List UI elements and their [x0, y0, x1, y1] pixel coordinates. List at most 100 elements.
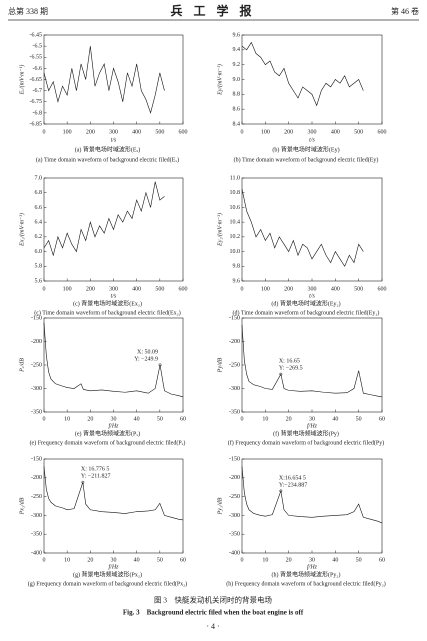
page-number: · 4 · [206, 622, 219, 631]
y-tick-label: 5.8 [35, 264, 43, 270]
y-tick-label: 11.0 [230, 175, 240, 181]
x-tick-label: 600 [179, 286, 188, 292]
x-tick-label: 200 [284, 129, 293, 135]
subfigure-caption-en: (g) Frequency domain waveform of backgro… [28, 580, 188, 587]
x-tick-label: 500 [354, 286, 363, 292]
x-tick-label: 200 [86, 129, 95, 135]
x-axis-label: f/Hz [307, 563, 318, 570]
subfigure-caption-en: (a) Time domain waveform of background e… [36, 156, 179, 163]
y-tick-label: -150 [229, 315, 240, 321]
y-axis-label: Py/dB [217, 357, 223, 373]
subfigure-caption: (h) 背景电场频域波形(Py₂) [272, 570, 341, 578]
x-tick-label: 30 [309, 416, 315, 422]
y-tick-label: -250 [229, 362, 240, 368]
y-tick-label: -250 [31, 362, 42, 368]
annotation-x: X:16.654 5 [279, 475, 306, 481]
y-axis-label: Ex₂/(mV·m⁻¹) [18, 213, 25, 247]
data-line [43, 466, 184, 521]
y-tick-label: -6.8 [33, 110, 43, 116]
y-tick-label: -350 [229, 409, 240, 415]
y-tick-label: 10.4 [230, 220, 241, 226]
y-tick-label: -250 [229, 494, 240, 500]
header-right: 第 46 卷 [391, 6, 419, 16]
annotation-y: Y:−234.887 [279, 482, 307, 488]
x-tick-label: 100 [63, 129, 72, 135]
data-line [241, 466, 383, 524]
y-tick-label: -400 [229, 550, 240, 556]
x-tick-label: 30 [111, 416, 117, 422]
x-tick-label: 0 [43, 557, 46, 563]
x-tick-label: 0 [241, 286, 244, 292]
subfigure-caption-en: (f) Frequency domain waveform of backgro… [228, 439, 384, 446]
x-tick-label: 0 [43, 416, 46, 422]
y-tick-label: 8.4 [233, 121, 241, 127]
x-tick-label: 20 [286, 557, 292, 563]
annotation-y: Y: −269.5 [279, 366, 303, 372]
y-tick-label: -6.55 [30, 55, 43, 61]
x-tick-label: 60 [379, 416, 385, 422]
x-axis-label: t/s [309, 137, 315, 143]
x-tick-label: 40 [134, 416, 140, 422]
x-tick-label: 200 [284, 286, 293, 292]
annotation-point [279, 372, 283, 376]
x-tick-label: 400 [132, 286, 141, 292]
x-tick-label: 100 [261, 286, 270, 292]
annotation-point [81, 480, 85, 484]
subfigure-caption: (b) 背景电场时域波形(Ey) [272, 145, 339, 153]
x-tick-label: 0 [241, 557, 244, 563]
y-tick-label: 6.8 [35, 190, 43, 196]
x-tick-label: 20 [286, 416, 292, 422]
y-tick-label: 10.8 [230, 190, 241, 196]
y-tick-label: -6.75 [30, 99, 43, 105]
x-tick-label: 0 [43, 129, 46, 135]
annotation-x: X: 16.65 [279, 359, 300, 365]
y-tick-label: -300 [229, 386, 240, 392]
x-tick-label: 400 [331, 286, 340, 292]
x-tick-label: 20 [87, 557, 93, 563]
x-tick-label: 400 [331, 129, 340, 135]
subfigure-caption: (c) 背景电场时域波形(Ex₂) [73, 299, 142, 307]
data-line [43, 181, 165, 257]
y-tick-label: -6.5 [33, 44, 43, 50]
y-axis-label: Px₂/dB [19, 497, 25, 515]
x-tick-label: 10 [64, 416, 70, 422]
y-tick-label: -6.45 [30, 32, 43, 38]
x-tick-label: 100 [63, 286, 72, 292]
y-tick-label: 8.8 [233, 92, 241, 98]
x-tick-label: 50 [157, 416, 163, 422]
y-tick-label: -150 [31, 315, 42, 321]
x-axis-label: t/s [111, 137, 117, 143]
y-tick-label: -200 [31, 339, 42, 345]
journal-title: 兵 工 学 报 [170, 3, 255, 18]
x-tick-label: 100 [261, 129, 270, 135]
y-tick-label: -200 [229, 339, 240, 345]
annotation-point [158, 363, 162, 367]
x-tick-label: 300 [109, 286, 118, 292]
y-axis-label: Py₂/dB [217, 497, 223, 515]
x-tick-label: 30 [111, 557, 117, 563]
annotation-x: X: 16.776 5 [81, 467, 110, 473]
x-axis-label: f/Hz [307, 422, 318, 429]
x-tick-label: 50 [356, 557, 362, 563]
x-tick-label: 500 [155, 286, 164, 292]
x-tick-label: 300 [109, 129, 118, 135]
x-tick-label: 0 [43, 286, 46, 292]
subfigure-caption-en: (c) Time domain waveform of background e… [34, 309, 181, 316]
y-tick-label: 6.4 [35, 220, 43, 226]
x-axis-label: f/Hz [108, 563, 119, 570]
y-tick-label: 6.0 [35, 249, 43, 255]
y-tick-label: 9.6 [233, 32, 241, 38]
x-tick-label: 500 [155, 129, 164, 135]
y-tick-label: -150 [229, 456, 240, 462]
x-tick-label: 40 [332, 557, 338, 563]
y-tick-label: 6.6 [35, 205, 43, 211]
y-tick-label: 9.2 [233, 62, 241, 68]
y-tick-label: 6.2 [35, 234, 43, 240]
subfigure-caption-en: (d) Time domain waveform of background e… [233, 309, 380, 316]
y-tick-label: -300 [31, 386, 42, 392]
y-tick-label: 9.8 [233, 264, 241, 270]
subfigure-caption-en: (h) Frequency domain waveform of backgro… [226, 580, 386, 587]
y-tick-label: 5.6 [35, 278, 43, 284]
x-tick-label: 600 [378, 129, 387, 135]
